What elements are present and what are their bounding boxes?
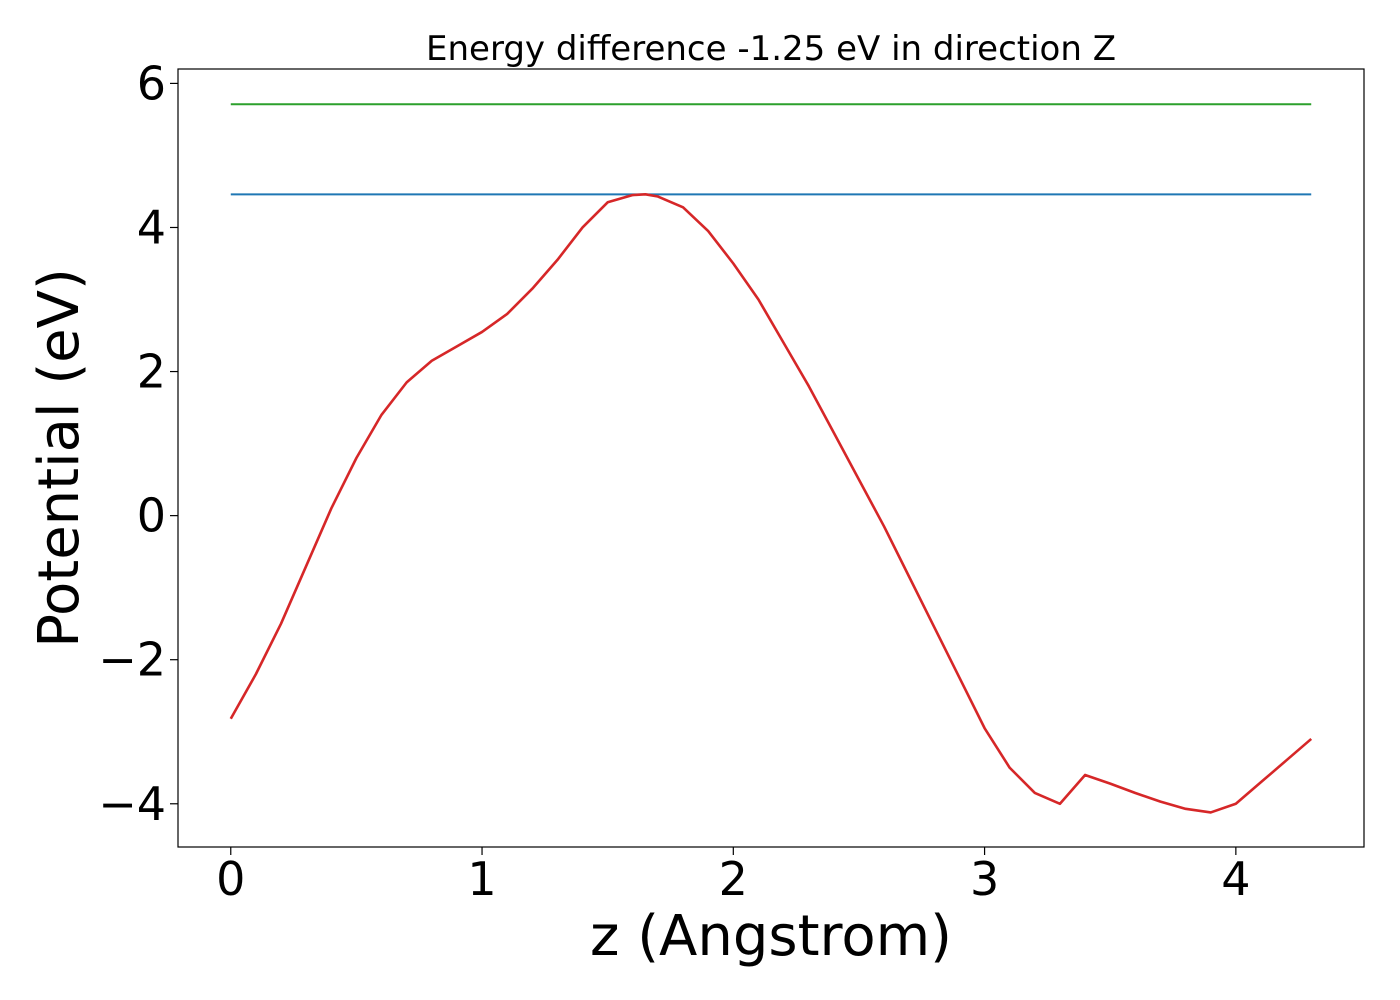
y-tick-label: −2 bbox=[98, 633, 166, 687]
y-axis-label: Potential (eV) bbox=[27, 268, 92, 648]
x-tick-label: 0 bbox=[216, 852, 245, 906]
y-tick-label: 6 bbox=[137, 56, 166, 110]
plot-frame bbox=[177, 68, 1365, 848]
y-tick-label: 2 bbox=[137, 345, 166, 399]
x-axis: 0 1 2 3 4 bbox=[216, 847, 1250, 906]
y-tick-label: 4 bbox=[137, 200, 166, 254]
x-tick-label: 2 bbox=[719, 852, 748, 906]
x-tick-label: 4 bbox=[1221, 852, 1250, 906]
x-tick-label: 1 bbox=[467, 852, 496, 906]
series-line-2 bbox=[229, 193, 1313, 814]
y-tick-label: 0 bbox=[137, 489, 166, 543]
plot-area bbox=[229, 103, 1313, 814]
chart-title: Energy difference -1.25 eV in direction … bbox=[426, 29, 1116, 69]
x-tick-label: 3 bbox=[970, 852, 999, 906]
y-tick-label: −4 bbox=[98, 777, 166, 831]
y-axis: −4 −2 0 2 4 6 bbox=[98, 56, 178, 831]
x-axis-label: z (Angstrom) bbox=[590, 904, 952, 969]
